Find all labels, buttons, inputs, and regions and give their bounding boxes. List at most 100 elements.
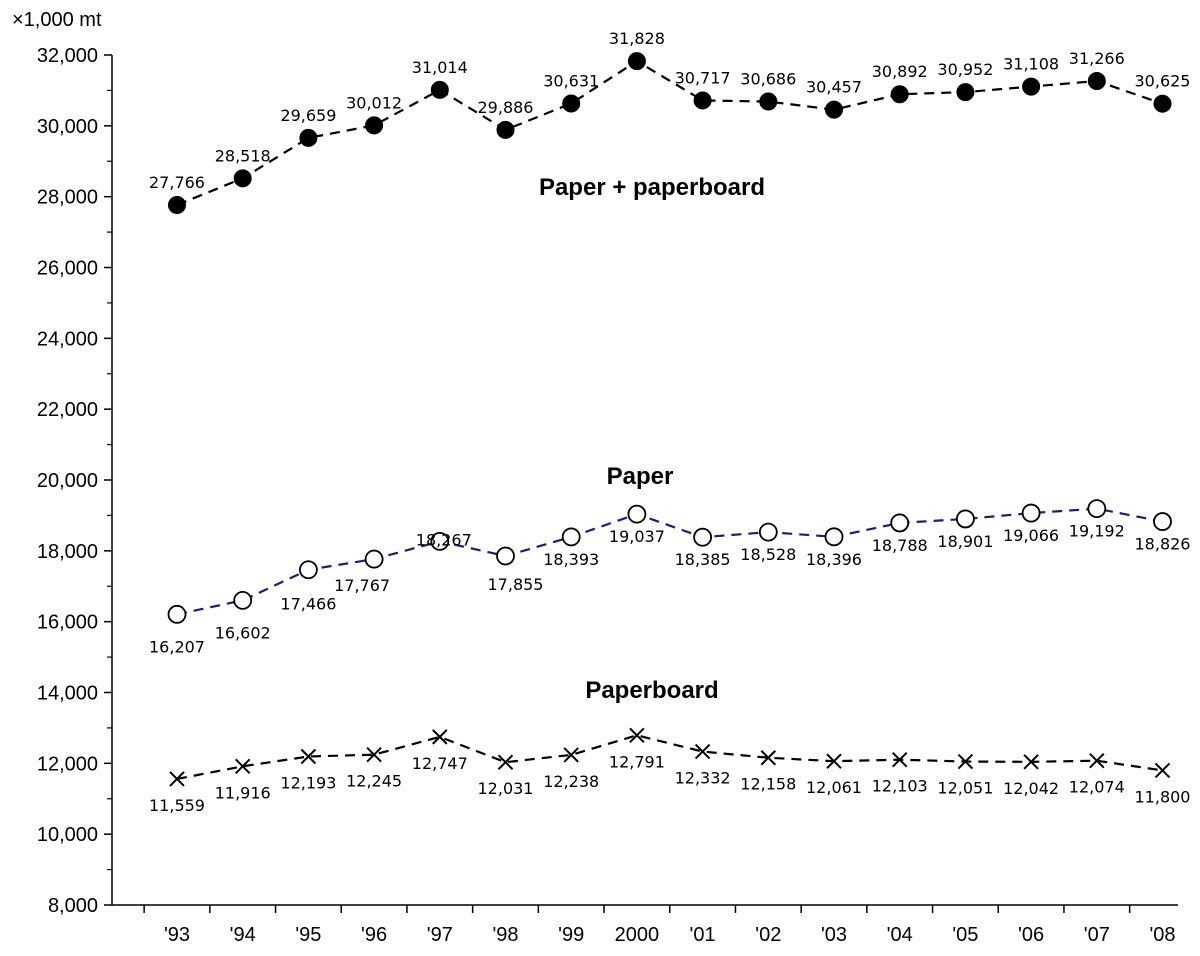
y-tick-label: 28,000 bbox=[37, 187, 98, 209]
data-label: 18,826 bbox=[1135, 535, 1191, 554]
series-line-2 bbox=[176, 734, 1163, 781]
data-label: 17,767 bbox=[334, 576, 390, 595]
marker-stroke bbox=[234, 758, 251, 775]
marker-stroke bbox=[1089, 753, 1105, 769]
marker-point bbox=[365, 116, 384, 135]
series-line-1 bbox=[176, 507, 1163, 616]
y-tick-label: 14,000 bbox=[37, 683, 98, 705]
marker-stroke bbox=[760, 750, 777, 766]
marker-point bbox=[561, 527, 581, 547]
data-label: 17,855 bbox=[488, 575, 544, 594]
marker-point bbox=[1021, 503, 1041, 523]
marker-point bbox=[825, 100, 843, 119]
marker-point bbox=[496, 120, 515, 139]
x-tick-label: '97 bbox=[427, 924, 453, 946]
data-label: 31,266 bbox=[1069, 49, 1125, 68]
marker-point bbox=[233, 169, 252, 188]
x-tick-label: '02 bbox=[755, 924, 781, 946]
data-label: 12,074 bbox=[1069, 778, 1125, 797]
x-tick-label: '95 bbox=[295, 924, 321, 946]
y-tick-label: 12,000 bbox=[37, 753, 98, 775]
marker-point bbox=[432, 729, 448, 745]
marker-point bbox=[694, 743, 711, 760]
data-label: 31,014 bbox=[412, 58, 468, 77]
data-label: 12,103 bbox=[872, 777, 928, 796]
marker-point bbox=[957, 753, 974, 770]
y-tick-label: 8,000 bbox=[48, 895, 98, 917]
marker-point bbox=[496, 546, 515, 566]
axes: 8,000 10,000 12,000 14,000 16,000 18,000 20,00… bbox=[37, 45, 1178, 946]
marker-point bbox=[956, 83, 975, 102]
data-label: 11,800 bbox=[1135, 787, 1191, 806]
x-tick-label: '93 bbox=[164, 924, 190, 946]
data-label: 12,193 bbox=[280, 773, 336, 792]
data-label: 27,766 bbox=[149, 173, 205, 192]
data-label: 18,901 bbox=[937, 532, 993, 551]
x-tick-label: '94 bbox=[230, 924, 256, 946]
marker-stroke bbox=[629, 727, 645, 744]
marker-point bbox=[430, 80, 449, 99]
data-label: 30,012 bbox=[346, 93, 402, 112]
marker-stroke bbox=[891, 751, 908, 768]
data-label: 30,892 bbox=[872, 62, 928, 81]
marker-point bbox=[627, 504, 647, 524]
data-label: 30,686 bbox=[740, 70, 796, 89]
marker-stroke bbox=[826, 753, 842, 769]
x-tick-label: '98 bbox=[492, 924, 518, 946]
data-label: 12,791 bbox=[609, 752, 665, 771]
marker-stroke bbox=[694, 743, 711, 760]
data-label: 30,631 bbox=[543, 71, 599, 90]
series-name-label: Paper + paperboard bbox=[539, 174, 765, 201]
marker-point bbox=[890, 513, 910, 533]
data-label: 19,037 bbox=[609, 527, 665, 546]
x-tick-label: '07 bbox=[1084, 924, 1110, 946]
marker-point bbox=[629, 727, 645, 744]
marker-point bbox=[956, 509, 975, 529]
data-label: 12,051 bbox=[937, 779, 993, 798]
y-tick-label: 26,000 bbox=[37, 258, 98, 280]
marker-point bbox=[824, 527, 844, 547]
data-label: 30,717 bbox=[675, 68, 731, 87]
marker-point bbox=[1154, 762, 1171, 779]
marker-stroke bbox=[432, 729, 448, 745]
data-label: 18,267 bbox=[416, 530, 472, 549]
marker-point bbox=[233, 590, 253, 610]
y-tick-label: 30,000 bbox=[37, 116, 98, 138]
data-label: 18,385 bbox=[675, 550, 731, 569]
data-label: 18,788 bbox=[872, 536, 928, 555]
marker-stroke bbox=[300, 748, 317, 765]
data-label: 11,559 bbox=[149, 796, 205, 815]
data-label: 30,952 bbox=[937, 60, 993, 79]
x-tick-label: '96 bbox=[361, 924, 387, 946]
marker-point bbox=[1022, 77, 1041, 96]
data-label: 16,207 bbox=[149, 637, 205, 656]
data-label: 12,061 bbox=[806, 778, 862, 797]
data-label: 29,886 bbox=[478, 98, 534, 117]
x-tick-label: '08 bbox=[1149, 924, 1175, 946]
marker-point bbox=[563, 747, 579, 763]
y-tick-label: 24,000 bbox=[37, 328, 98, 350]
marker-point bbox=[1153, 512, 1172, 531]
marker-point bbox=[169, 771, 185, 787]
marker-point bbox=[627, 52, 646, 71]
marker-point bbox=[693, 527, 712, 547]
data-label: 12,042 bbox=[1003, 779, 1059, 798]
data-label: 29,659 bbox=[280, 106, 336, 125]
data-label: 12,747 bbox=[412, 754, 468, 773]
marker-point bbox=[299, 128, 318, 147]
marker-point bbox=[758, 522, 778, 542]
marker-point bbox=[298, 560, 318, 580]
data-label: 12,238 bbox=[543, 772, 599, 791]
marker-stroke bbox=[957, 753, 974, 770]
series-layer bbox=[167, 52, 1172, 787]
marker-point bbox=[760, 750, 777, 766]
data-label: 17,466 bbox=[280, 595, 336, 614]
data-label: 31,108 bbox=[1003, 55, 1059, 74]
data-label: 18,396 bbox=[806, 550, 862, 569]
marker-point bbox=[1087, 71, 1106, 90]
x-tick-label: '99 bbox=[558, 924, 584, 946]
y-tick-label: 22,000 bbox=[37, 399, 98, 421]
marker-stroke bbox=[1023, 754, 1039, 770]
data-label: 28,518 bbox=[215, 146, 271, 165]
data-label: 19,192 bbox=[1069, 522, 1125, 541]
